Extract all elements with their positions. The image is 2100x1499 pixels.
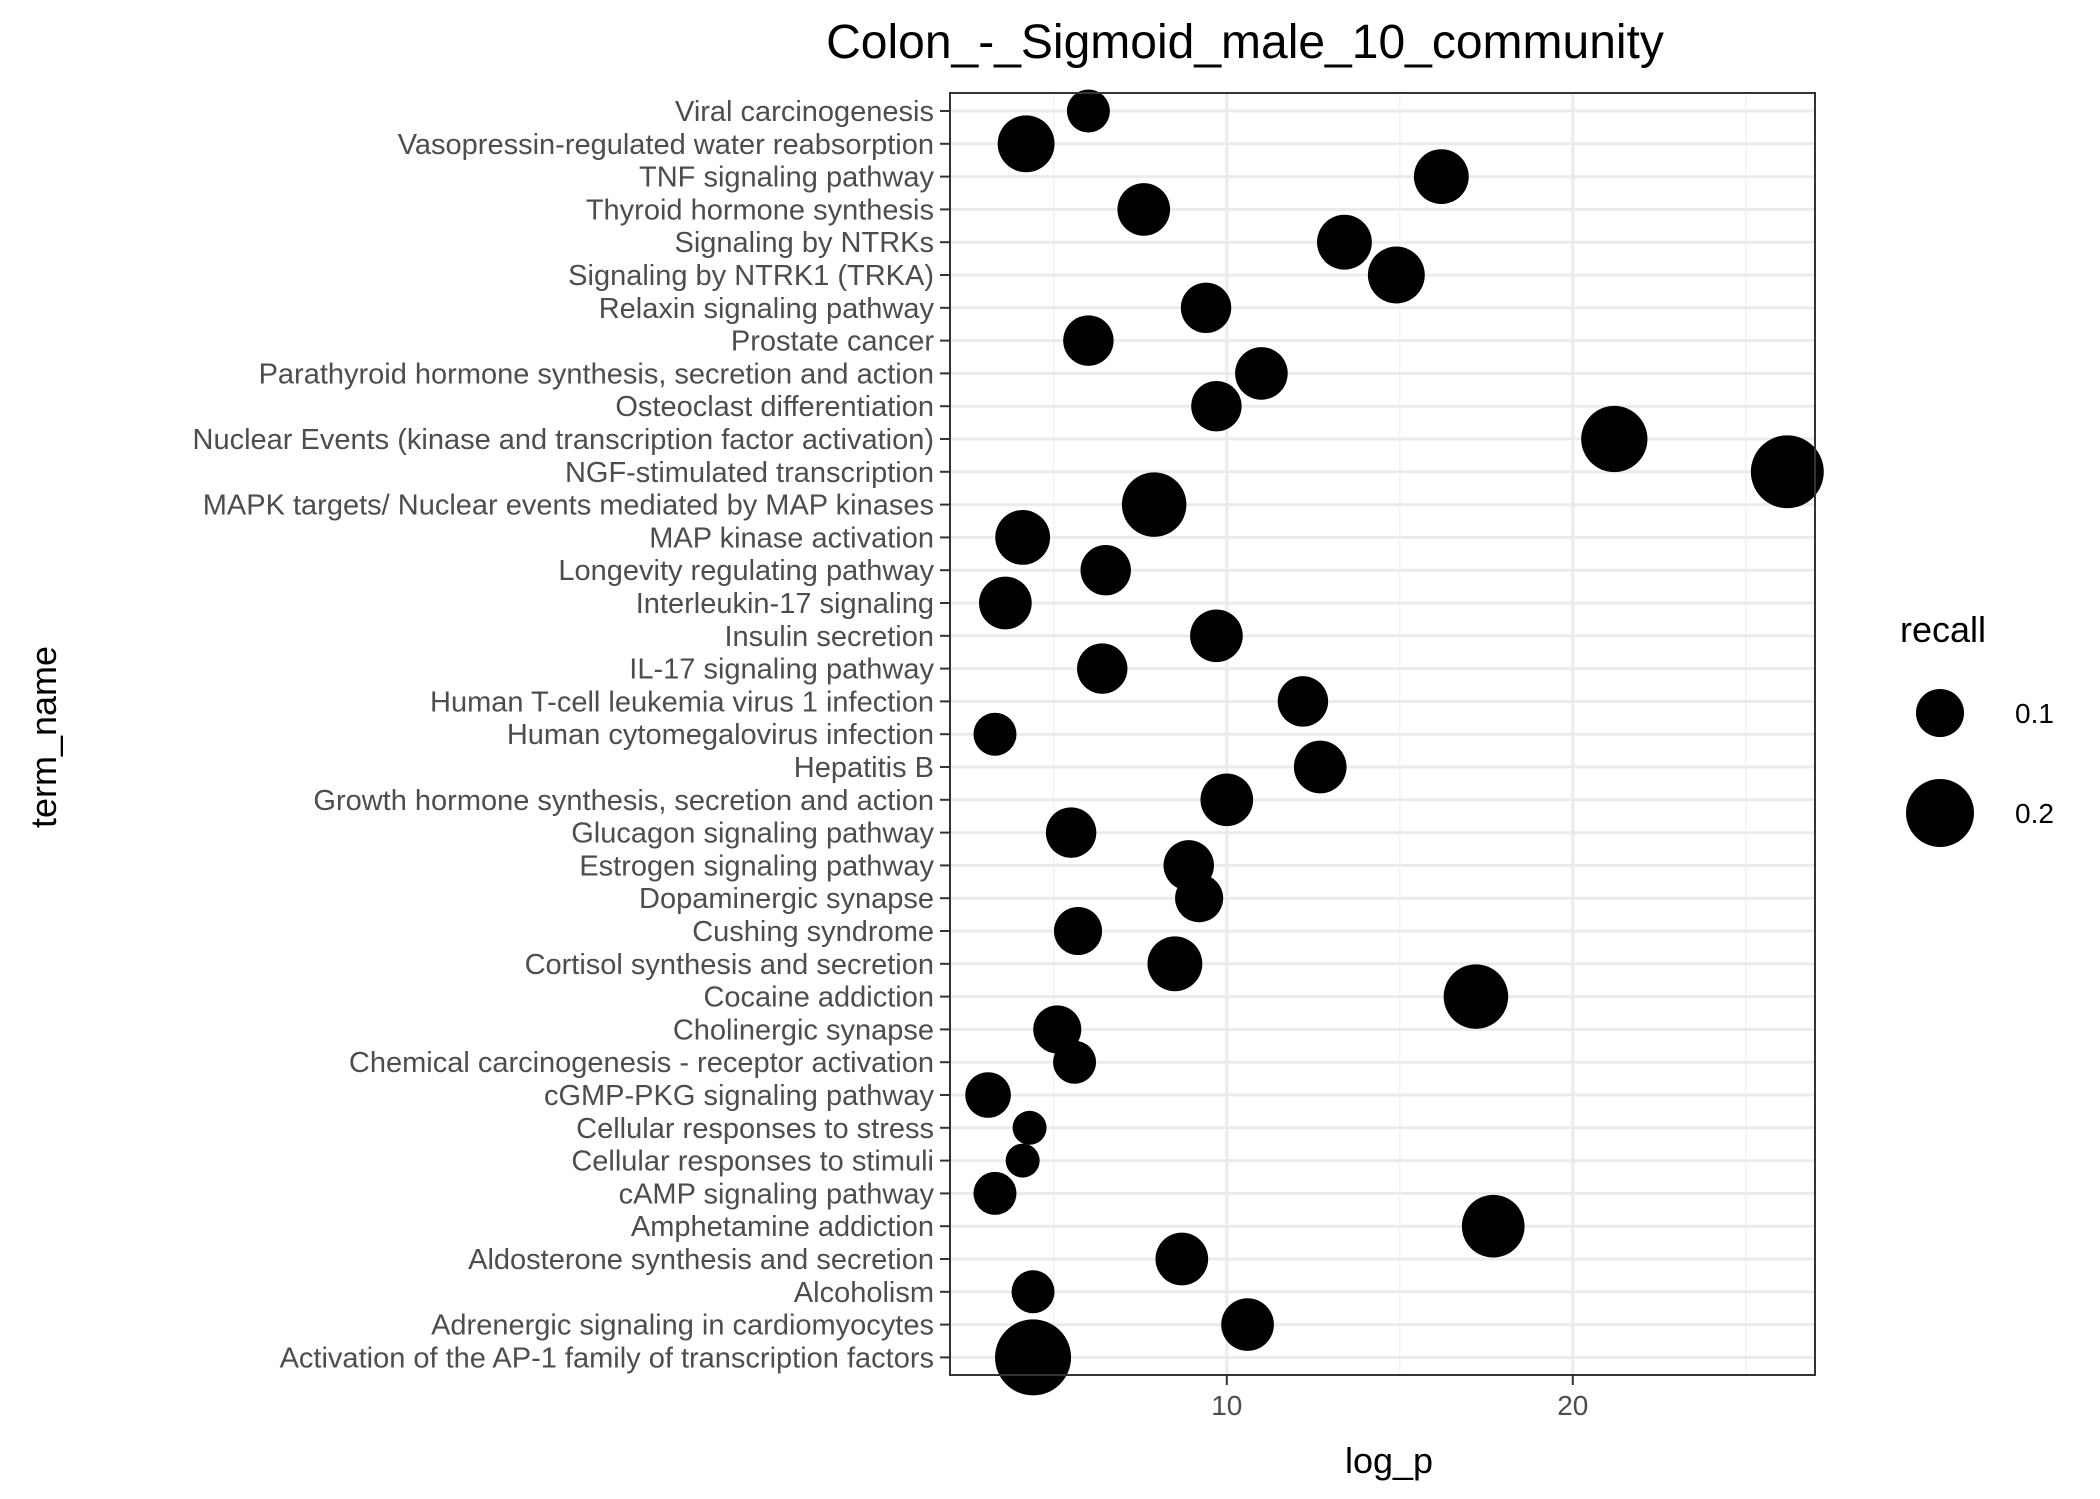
y-tick-label: Vasopressin-regulated water reabsorption (398, 129, 934, 161)
data-point (1277, 676, 1329, 727)
y-tick-label: Amphetamine addiction (631, 1211, 934, 1243)
y-tick-label: Chemical carcinogenesis - receptor activ… (349, 1047, 934, 1079)
y-tick-label: Longevity regulating pathway (558, 555, 934, 587)
y-tick-label: Osteoclast differentiation (615, 391, 934, 423)
y-tick-label: Cocaine addiction (703, 982, 934, 1014)
legend: recall 0.1 0.2 (1900, 609, 2054, 847)
y-tick-label: MAP kinase activation (649, 522, 934, 554)
data-point (1053, 1040, 1097, 1084)
data-point (1077, 643, 1128, 694)
y-tick-label: Cellular responses to stress (576, 1113, 934, 1145)
y-tick-label: cGMP-PKG signaling pathway (544, 1080, 935, 1112)
y-tick-label: Signaling by NTRKs (675, 227, 935, 259)
data-point (973, 712, 1017, 756)
legend-label: 0.2 (2015, 798, 2054, 829)
y-tick-label: Interleukin-17 signaling (636, 588, 934, 620)
data-point (995, 1319, 1072, 1396)
legend-title: recall (1900, 609, 1986, 650)
y-tick-label: Glucagon signaling pathway (571, 818, 934, 850)
data-point (1293, 740, 1347, 794)
y-tick-label: Cholinergic synapse (673, 1014, 934, 1046)
y-tick-label: Prostate cancer (731, 326, 934, 358)
y-tick-label: Adrenergic signaling in cardiomyocytes (431, 1310, 934, 1342)
y-tick-label: Aldosterone synthesis and secretion (468, 1244, 934, 1276)
chart-title: Colon_-_Sigmoid_male_10_community (826, 16, 1664, 69)
x-tick-label: 10 (1211, 1390, 1242, 1421)
data-point (1063, 315, 1114, 366)
y-tick-label: Parathyroid hormone synthesis, secretion… (259, 358, 934, 390)
y-tick-label: Relaxin signaling pathway (599, 293, 935, 325)
data-point (965, 1072, 1011, 1118)
data-point (1175, 874, 1224, 923)
y-axis: Viral carcinogenesisVasopressin-regulate… (193, 96, 950, 1374)
y-tick-label: Cellular responses to stimuli (571, 1146, 934, 1178)
y-tick-label: Insulin secretion (724, 621, 934, 653)
data-point (973, 1171, 1017, 1215)
data-point (1117, 183, 1171, 236)
data-point (1005, 1143, 1040, 1178)
legend-items: 0.1 0.2 (1906, 688, 2054, 847)
y-tick-label: Growth hormone synthesis, secretion and … (313, 785, 934, 817)
y-tick-label: MAPK targets/ Nuclear events mediated by… (203, 490, 934, 522)
data-point (1443, 964, 1509, 1029)
data-point (1200, 773, 1254, 827)
data-point (1581, 405, 1648, 473)
legend-label: 0.1 (2015, 698, 2054, 729)
y-tick-label: Alcoholism (794, 1277, 934, 1309)
y-tick-label: Estrogen signaling pathway (579, 850, 934, 882)
data-point (1367, 246, 1425, 304)
data-point (995, 509, 1051, 565)
data-point (1190, 609, 1243, 663)
x-axis: 10 20 (1211, 1375, 1588, 1421)
y-tick-label: Activation of the AP-1 family of transcr… (280, 1342, 934, 1374)
data-point (1053, 906, 1103, 956)
y-tick-label: NGF-stimulated transcription (565, 457, 934, 489)
data-point (1413, 149, 1469, 205)
y-tick-label: Cortisol synthesis and secretion (525, 949, 934, 981)
data-point (1750, 435, 1824, 509)
y-tick-label: IL-17 signaling pathway (629, 654, 934, 686)
data-point (1147, 936, 1203, 992)
data-point (1012, 1110, 1047, 1145)
y-axis-title: term_name (23, 646, 64, 828)
data-point (1461, 1194, 1525, 1258)
data-point (1180, 282, 1232, 334)
y-tick-label: Cushing syndrome (692, 916, 934, 948)
data-point (1045, 807, 1097, 858)
y-tick-label: Viral carcinogenesis (675, 96, 934, 128)
data-point (1317, 214, 1372, 270)
data-point (1235, 347, 1288, 400)
y-tick-label: Signaling by NTRK1 (TRKA) (568, 260, 934, 292)
data-point (1121, 472, 1187, 537)
y-tick-label: Nuclear Events (kinase and transcription… (193, 424, 934, 456)
data-point (1155, 1232, 1209, 1286)
data-point (1066, 89, 1110, 133)
data-point (1080, 544, 1131, 596)
y-tick-label: Dopaminergic synapse (639, 883, 934, 915)
data-point (979, 576, 1032, 630)
y-tick-label: Thyroid hormone synthesis (586, 194, 934, 226)
y-tick-label: TNF signaling pathway (639, 162, 934, 194)
data-points (965, 89, 1824, 1396)
y-tick-label: Human T-cell leukemia virus 1 infection (430, 686, 934, 718)
y-tick-label: Hepatitis B (794, 752, 934, 784)
legend-key (1906, 779, 1974, 847)
data-point (997, 115, 1055, 173)
x-axis-title: log_p (1345, 1440, 1433, 1481)
data-point (1191, 380, 1242, 432)
y-tick-label: cAMP signaling pathway (619, 1178, 935, 1210)
plot-panel (949, 89, 1824, 1396)
x-tick-label: 20 (1557, 1390, 1588, 1421)
data-point (1221, 1298, 1274, 1351)
legend-key (1915, 688, 1965, 738)
y-tick-label: Human cytomegalovirus infection (507, 719, 934, 751)
data-point (1011, 1270, 1055, 1314)
